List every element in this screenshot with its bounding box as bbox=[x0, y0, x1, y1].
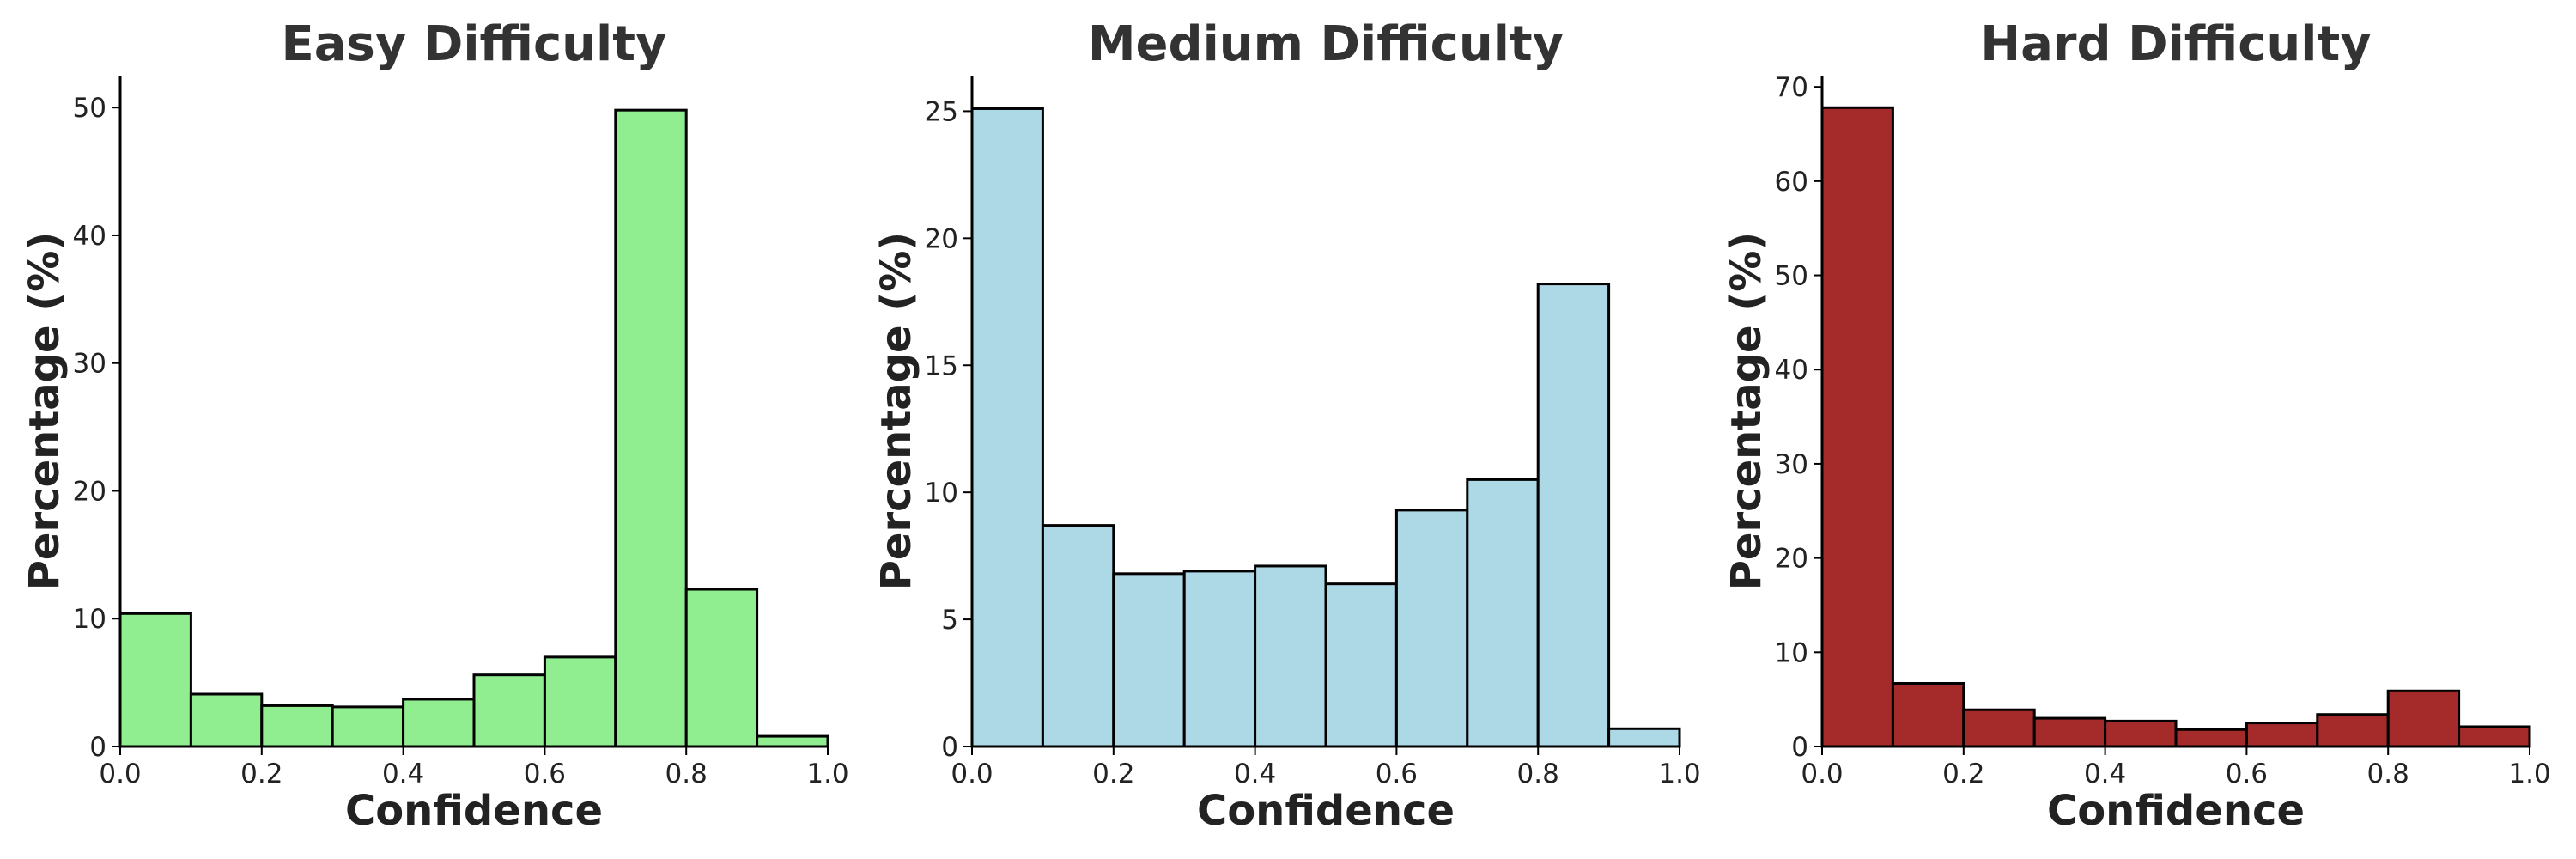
medium-bar-8 bbox=[1536, 283, 1611, 748]
hard-difficulty-panel: 0.0 0.2 0.4 0.6 0.8 1.0 0 10 20 30 40 50 60 70 Hard Di… bbox=[1722, 16, 2551, 835]
easy-bar-1 bbox=[189, 692, 264, 748]
easy-y-tick-label-4: 40 bbox=[73, 221, 106, 252]
medium-difficulty-panel: 0.0 0.2 0.4 0.6 0.8 1.0 0 5 10 15 20 25 Medium Diffi… bbox=[872, 16, 1701, 835]
hard-y-tick-label-5: 50 bbox=[1775, 261, 1808, 292]
easy-bar-5 bbox=[472, 673, 546, 748]
easy-x-tick-label-0: 0.0 bbox=[99, 758, 141, 789]
medium-y-tick-label-3: 15 bbox=[925, 350, 958, 381]
medium-x-tick-label-5: 1.0 bbox=[1658, 758, 1700, 789]
medium-bar-4 bbox=[1254, 564, 1327, 748]
easy-x-tick-label-3: 0.6 bbox=[524, 758, 566, 789]
easy-y-tick-label-3: 30 bbox=[73, 349, 106, 380]
medium-bar-2 bbox=[1112, 572, 1186, 748]
easy-y-tick-label-0: 0 bbox=[89, 732, 106, 763]
easy-y-axis-label: Percentage (%) bbox=[21, 232, 69, 591]
hard-bar-0 bbox=[1820, 106, 1894, 748]
medium-bar-6 bbox=[1394, 509, 1469, 748]
easy-bar-0 bbox=[118, 612, 192, 748]
hard-bar-8 bbox=[2386, 689, 2461, 748]
hard-y-tick-label-4: 40 bbox=[1775, 355, 1808, 386]
medium-y-axis-label: Percentage (%) bbox=[872, 232, 920, 591]
hard-y-tick-label-7: 70 bbox=[1775, 72, 1808, 103]
easy-x-tick-label-5: 1.0 bbox=[806, 758, 848, 789]
hard-panel-title: Hard Difficulty bbox=[1980, 16, 2372, 72]
medium-bar-0 bbox=[970, 107, 1044, 748]
medium-panel-title: Medium Difficulty bbox=[1088, 16, 1564, 72]
medium-y-tick-label-1: 5 bbox=[941, 605, 958, 636]
easy-bar-6 bbox=[543, 655, 617, 748]
medium-x-tick-label-1: 0.2 bbox=[1092, 758, 1134, 789]
hard-y-tick-label-3: 30 bbox=[1775, 449, 1808, 480]
hard-bar-7 bbox=[2316, 713, 2390, 748]
medium-y-tick-label-2: 10 bbox=[925, 478, 958, 509]
hard-y-tick-label-2: 20 bbox=[1775, 544, 1808, 575]
easy-y-tick-label-5: 50 bbox=[73, 93, 106, 124]
easy-x-tick-label-4: 0.8 bbox=[665, 758, 708, 789]
hard-bar-1 bbox=[1891, 682, 1965, 748]
easy-x-tick-label-2: 0.4 bbox=[382, 758, 424, 789]
medium-x-tick-label-4: 0.8 bbox=[1517, 758, 1559, 789]
medium-bar-3 bbox=[1182, 570, 1257, 748]
easy-bar-8 bbox=[684, 588, 759, 748]
hard-bar-5 bbox=[2174, 728, 2248, 748]
medium-bar-7 bbox=[1466, 478, 1540, 748]
hard-x-tick-label-5: 1.0 bbox=[2508, 758, 2550, 789]
hard-y-tick-label-0: 0 bbox=[1791, 732, 1808, 763]
easy-y-tick-label-2: 20 bbox=[73, 476, 106, 507]
easy-bar-4 bbox=[402, 698, 476, 748]
easy-bar-3 bbox=[331, 705, 405, 748]
medium-bar-9 bbox=[1607, 727, 1681, 748]
easy-panel-title: Easy Difficulty bbox=[281, 16, 666, 72]
medium-bar-5 bbox=[1324, 582, 1398, 748]
medium-y-tick-label-5: 25 bbox=[925, 96, 958, 127]
medium-x-tick-label-0: 0.0 bbox=[951, 758, 993, 789]
hard-bar-3 bbox=[2032, 716, 2107, 748]
hard-x-tick-label-0: 0.0 bbox=[1801, 758, 1843, 789]
hard-y-axis-label: Percentage (%) bbox=[1722, 232, 1771, 591]
hard-bar-6 bbox=[2245, 722, 2319, 748]
easy-x-tick-label-1: 0.2 bbox=[240, 758, 283, 789]
easy-bar-2 bbox=[260, 704, 334, 748]
hard-x-tick-label-1: 0.2 bbox=[1942, 758, 1984, 789]
hard-y-tick-label-1: 10 bbox=[1775, 637, 1808, 668]
medium-x-tick-label-3: 0.6 bbox=[1376, 758, 1418, 789]
easy-difficulty-panel: 0.0 0.2 0.4 0.6 0.8 1.0 0 10 20 30 40 50 Easy Diffic… bbox=[21, 16, 849, 835]
hard-bar-4 bbox=[2104, 719, 2178, 748]
medium-x-axis-label: Confidence bbox=[1197, 787, 1455, 835]
medium-bar-1 bbox=[1041, 524, 1115, 748]
easy-x-axis-label: Confidence bbox=[345, 787, 603, 835]
hard-y-tick-label-6: 60 bbox=[1775, 167, 1808, 198]
medium-x-tick-label-2: 0.4 bbox=[1234, 758, 1276, 789]
hard-bar-9 bbox=[2458, 725, 2531, 748]
easy-bar-7 bbox=[614, 108, 688, 748]
hard-x-tick-label-3: 0.6 bbox=[2226, 758, 2268, 789]
medium-y-tick-label-0: 0 bbox=[941, 732, 958, 763]
easy-bar-9 bbox=[756, 734, 829, 748]
easy-y-tick-label-1: 10 bbox=[73, 604, 106, 635]
hard-bar-2 bbox=[1962, 708, 2036, 748]
medium-y-tick-label-4: 20 bbox=[925, 223, 958, 254]
hard-x-tick-label-2: 0.4 bbox=[2084, 758, 2126, 789]
hard-x-tick-label-4: 0.8 bbox=[2367, 758, 2409, 789]
hard-x-axis-label: Confidence bbox=[2047, 787, 2305, 835]
